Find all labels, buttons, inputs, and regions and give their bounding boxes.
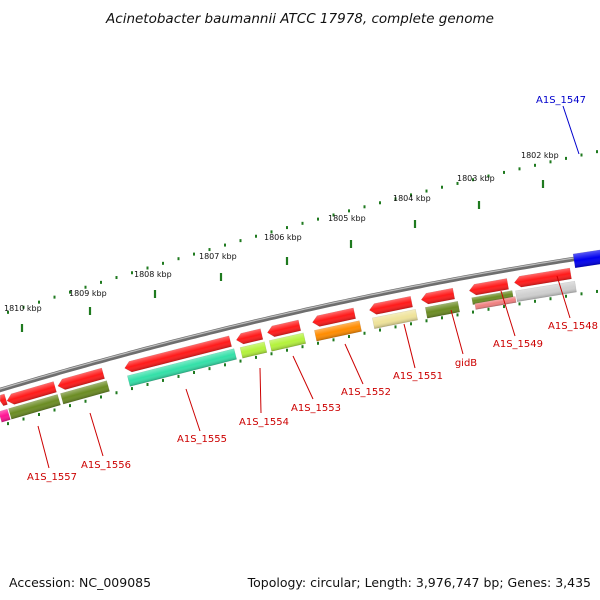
gene-red-arrow xyxy=(420,287,456,305)
scale-label-1805-kbp: 1805 kbp xyxy=(328,214,366,223)
gene-red-arrow xyxy=(312,307,356,327)
gene-label-a1s-1556[interactable]: A1S_1556 xyxy=(81,460,131,471)
leader-a1s-1547 xyxy=(562,105,580,155)
backbone-band xyxy=(0,252,600,393)
cog-block xyxy=(8,394,61,420)
gene-label-a1s-1552[interactable]: A1S_1552 xyxy=(341,387,391,398)
gene-label-a1s-1555[interactable]: A1S_1555 xyxy=(177,434,227,445)
leader-a1s-1556 xyxy=(89,412,104,457)
gene-label-a1s-1548[interactable]: A1S_1548 xyxy=(548,321,598,332)
leader-a1s-1553 xyxy=(292,355,314,400)
cog-block xyxy=(268,332,307,352)
leader-gidb xyxy=(450,309,464,355)
scale-label-1803-kbp: 1803 kbp xyxy=(457,174,495,183)
gene-red-arrow xyxy=(267,319,302,337)
gene-label-a1s-1554[interactable]: A1S_1554 xyxy=(239,417,289,428)
cog-block xyxy=(424,300,461,319)
gene-label-a1s-1549[interactable]: A1S_1549 xyxy=(493,339,543,350)
scale-labels: 1810 kbp 1809 kbp 1808 kbp 1807 kbp 1806 kbp… xyxy=(4,151,559,313)
scale-label-1810-kbp: 1810 kbp xyxy=(4,304,42,313)
gene-red-arrow xyxy=(235,328,264,345)
leader-a1s-1557 xyxy=(37,425,50,469)
topology-summary: Topology: circular; Length: 3,976,747 bp… xyxy=(247,575,591,590)
scale-ticks xyxy=(7,150,598,426)
scale-label-1809-kbp: 1809 kbp xyxy=(69,289,107,298)
map-title: Acinetobacter baumannii ATCC 17978, comp… xyxy=(105,11,494,27)
cog-block xyxy=(239,341,268,359)
leader-a1s-1552 xyxy=(344,343,364,385)
gene-features xyxy=(0,249,600,423)
gene-red-arrow xyxy=(0,393,8,407)
gene-blue-block xyxy=(572,249,600,269)
scale-label-1806-kbp: 1806 kbp xyxy=(264,233,302,242)
gene-label-a1s-1553[interactable]: A1S_1553 xyxy=(291,403,341,414)
gene-red-arrow xyxy=(468,278,509,296)
scale-label-1808-kbp: 1808 kbp xyxy=(134,270,172,279)
accession-text: Accession: NC_009085 xyxy=(9,575,151,590)
gene-label-a1s-1551[interactable]: A1S_1551 xyxy=(393,371,443,382)
leader-a1s-1555 xyxy=(185,388,201,432)
backbone-highlight xyxy=(0,253,600,390)
gene-label-gidb[interactable]: gidB xyxy=(455,358,477,369)
gene-red-arrow xyxy=(6,381,57,405)
cog-block xyxy=(0,408,11,423)
cog-block xyxy=(127,348,237,387)
gene-labels: A1S_1547A1S_1548A1S_1549gidBA1S_1551A1S_… xyxy=(27,95,598,483)
leader-a1s-1551 xyxy=(403,323,416,369)
leader-a1s-1554 xyxy=(259,367,262,414)
cog-block xyxy=(314,320,362,342)
label-leader-lines xyxy=(37,105,580,469)
gene-label-a1s-1547[interactable]: A1S_1547 xyxy=(536,95,586,106)
gene-red-arrow xyxy=(57,367,105,390)
leader-a1s-1548 xyxy=(556,275,571,319)
leader-a1s-1549 xyxy=(500,290,516,337)
gene-label-a1s-1557[interactable]: A1S_1557 xyxy=(27,472,77,483)
gene-red-arrow xyxy=(124,335,232,373)
gene-red-arrow xyxy=(369,295,413,315)
cog-block xyxy=(60,380,110,405)
scale-label-1804-kbp: 1804 kbp xyxy=(393,194,431,203)
cog-block xyxy=(474,296,517,310)
scale-label-1807-kbp: 1807 kbp xyxy=(199,252,237,261)
genome-backbone xyxy=(0,252,600,393)
gene-red-arrow xyxy=(514,267,572,288)
cog-block xyxy=(372,308,418,330)
cog-block xyxy=(515,280,577,303)
scale-label-1802-kbp: 1802 kbp xyxy=(521,151,559,160)
